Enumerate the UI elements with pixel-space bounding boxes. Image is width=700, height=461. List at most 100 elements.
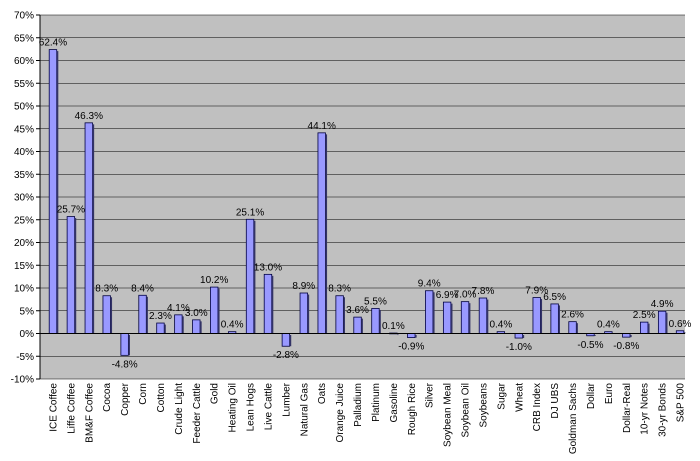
bar xyxy=(48,49,58,334)
bar-shadow xyxy=(576,323,578,334)
x-tick-label: Silver xyxy=(425,382,436,408)
y-tick-label: 55% xyxy=(14,79,34,90)
x-tick-label: Gasoline xyxy=(389,383,400,423)
y-tick-label: 70% xyxy=(14,11,34,22)
bar xyxy=(460,301,470,334)
bar xyxy=(353,316,362,334)
x-tick-label: Dollar-Real xyxy=(622,383,633,433)
data-label: -1.0% xyxy=(506,342,532,353)
data-label: 0.4% xyxy=(221,320,244,331)
data-label: 3.6% xyxy=(346,305,369,316)
bar-shadow xyxy=(450,303,453,334)
x-tick-label: Wheat xyxy=(514,383,525,412)
x-tick-label: Cotton xyxy=(156,383,167,412)
bar xyxy=(478,297,488,334)
bar xyxy=(335,295,344,334)
bar xyxy=(550,303,559,334)
bars xyxy=(48,49,686,356)
bar-shadow xyxy=(217,288,220,334)
data-label: 8.3% xyxy=(95,284,118,295)
y-axis-tick-labels: -10% -5% 0% 5% 10% 15% 20% 25% 30% 35% 40% 45% 50% 55… xyxy=(11,11,34,386)
bar-shadow xyxy=(271,275,274,334)
x-tick-label: Crude Light xyxy=(174,383,185,435)
y-tick-label: 60% xyxy=(14,56,34,67)
x-tick-label: Soybeans xyxy=(478,383,489,427)
data-label: 2.3% xyxy=(149,311,172,322)
x-axis-labels: ICE Coffee Liffe Coffee BM&F Coffee Cocoa Co… xyxy=(48,382,686,454)
data-label: 8.4% xyxy=(131,283,154,294)
x-tick-label: S&P 500 xyxy=(676,383,687,423)
data-label: 46.3% xyxy=(75,111,103,122)
x-tick-label: 30-yr Bonds xyxy=(658,383,669,437)
bar-shadow xyxy=(164,324,166,334)
y-tick-label: 40% xyxy=(14,147,34,158)
y-tick-label: 20% xyxy=(14,238,34,249)
x-tick-label: Lean Hogs xyxy=(246,383,257,431)
bar-shadow xyxy=(594,335,596,336)
x-tick-label: Cocoa xyxy=(102,383,113,412)
bar-shadow xyxy=(307,294,310,334)
x-tick-label: Feeder Cattle xyxy=(192,383,203,444)
bar-shadow xyxy=(432,292,435,334)
y-tick-label: 50% xyxy=(14,102,34,113)
data-label: -0.9% xyxy=(398,342,424,353)
data-label: 4.1% xyxy=(167,303,190,314)
y-tick-label: 30% xyxy=(14,193,34,204)
data-label: 44.1% xyxy=(308,121,336,132)
x-tick-label: Lumber xyxy=(281,382,292,417)
y-tick-label: 35% xyxy=(14,170,34,181)
x-tick-label: Oats xyxy=(317,383,328,404)
data-label: 62.4% xyxy=(39,38,67,49)
bar xyxy=(156,322,165,334)
y-tick-label: 65% xyxy=(14,33,34,44)
x-tick-label: Live Cattle xyxy=(263,383,274,431)
bar xyxy=(425,290,434,334)
bar xyxy=(210,286,219,334)
y-tick-label: 10% xyxy=(14,284,34,295)
x-tick-label: Palladium xyxy=(353,383,364,427)
data-label: 0.4% xyxy=(489,320,512,331)
data-label: 2.5% xyxy=(633,310,656,321)
data-label: 3.0% xyxy=(185,308,208,319)
data-label: 5.5% xyxy=(364,296,387,307)
x-tick-label: Goldman Sachs xyxy=(568,383,579,454)
data-label: 9.4% xyxy=(418,279,441,290)
bar xyxy=(281,333,291,347)
data-label: 7.0% xyxy=(454,290,477,301)
data-label: 0.1% xyxy=(382,321,405,332)
bar xyxy=(532,297,541,334)
bar xyxy=(192,319,201,334)
data-label: 7.9% xyxy=(525,286,548,297)
bar-shadow xyxy=(647,323,650,334)
x-tick-label: Platinum xyxy=(371,383,382,422)
bar xyxy=(622,333,631,338)
bar-shadow xyxy=(415,335,417,338)
bar-shadow xyxy=(630,335,632,338)
y-tick-label: 5% xyxy=(20,306,35,317)
bar xyxy=(66,216,76,334)
x-tick-label: Copper xyxy=(120,382,131,415)
x-tick-label: Heating Oil xyxy=(228,383,239,432)
data-label: -0.5% xyxy=(577,340,603,351)
bar xyxy=(317,132,326,334)
bar-shadow xyxy=(397,334,399,336)
bar xyxy=(371,308,380,334)
bar xyxy=(102,295,111,334)
x-tick-label: Gold xyxy=(210,383,221,404)
data-label: 4.9% xyxy=(651,299,674,310)
data-label: 13.0% xyxy=(254,262,282,273)
bar xyxy=(442,301,452,334)
bar-shadow xyxy=(379,309,381,334)
data-label: -2.8% xyxy=(273,350,299,361)
x-tick-label: 10-yr Notes xyxy=(640,383,651,435)
bar-shadow xyxy=(468,303,471,334)
data-label: 6.9% xyxy=(436,290,459,301)
data-label: 0.6% xyxy=(669,319,692,330)
data-label: 8.9% xyxy=(292,281,315,292)
bar-shadow xyxy=(200,321,202,334)
bar xyxy=(514,333,523,339)
bar xyxy=(138,294,147,334)
y-tick-label: -10% xyxy=(11,375,34,386)
bar xyxy=(263,273,273,334)
bar xyxy=(84,122,93,334)
